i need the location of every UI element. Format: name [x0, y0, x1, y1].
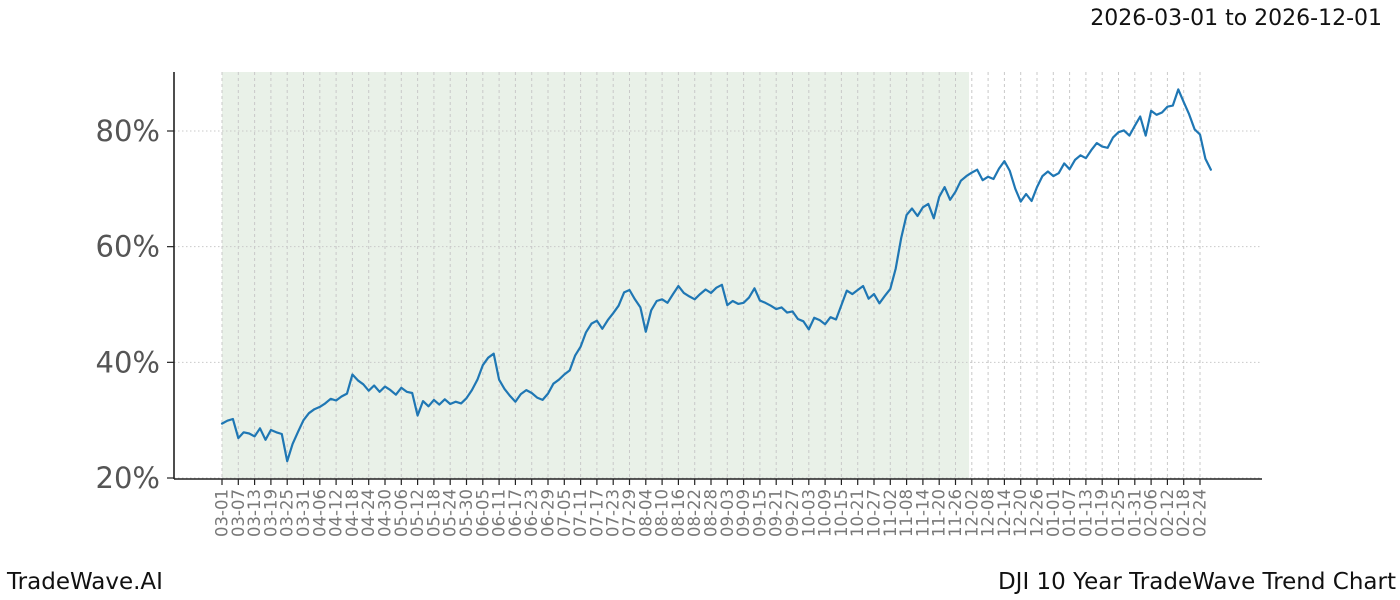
x-tick-label: 03-07 — [229, 489, 248, 537]
y-gridlines — [174, 130, 1262, 479]
x-tick-label: 09-03 — [718, 489, 737, 537]
brand-label: TradeWave.AI — [7, 569, 163, 595]
x-tick-label: 09-21 — [767, 489, 786, 537]
chart-description: DJI 10 Year TradeWave Trend Chart — [997, 569, 1396, 595]
x-tick-label: 09-15 — [750, 489, 769, 537]
x-tick-label: 09-27 — [783, 489, 802, 537]
x-tick-label: 08-10 — [653, 489, 672, 537]
x-tick-label: 01-31 — [1125, 489, 1144, 537]
x-tick-label: 11-02 — [881, 489, 900, 537]
seasonal-shade-region — [222, 72, 970, 479]
y-tick-label: 80% — [96, 114, 160, 148]
x-tick-label: 03-31 — [294, 489, 313, 537]
x-tick-label: 06-29 — [539, 489, 558, 537]
x-tick-label: 08-22 — [685, 489, 704, 537]
x-tick-label: 06-11 — [490, 489, 509, 537]
x-tick-label: 04-24 — [359, 489, 378, 537]
x-tick-label: 10-15 — [832, 489, 851, 537]
x-tick-label: 10-09 — [816, 489, 835, 537]
x-tick-label: 12-20 — [1011, 489, 1030, 537]
x-tick-label: 01-07 — [1060, 489, 1079, 537]
x-tick-label: 12-26 — [1028, 489, 1047, 537]
x-tick-label: 11-26 — [946, 489, 965, 537]
x-tick-label: 05-24 — [441, 489, 460, 537]
trend-line — [220, 88, 1212, 463]
x-tick-label: 03-19 — [261, 489, 280, 537]
x-gridlines — [221, 72, 1201, 479]
y-tick-labels: 20% 40% 60% 80% — [96, 114, 160, 495]
x-tick-label: 03-25 — [278, 489, 297, 537]
x-tick-label: 06-23 — [522, 489, 541, 537]
axis-spines — [173, 72, 1262, 480]
x-tick-label: 04-12 — [327, 489, 346, 537]
x-tick-label: 07-11 — [571, 489, 590, 537]
x-tick-label: 03-01 — [213, 489, 232, 537]
x-tick-label: 01-01 — [1044, 489, 1063, 537]
x-tick-labels: 03-0103-0703-1303-1903-2503-3104-0604-12… — [213, 489, 1210, 537]
x-tick-label: 07-23 — [604, 489, 623, 537]
x-tick-label: 09-09 — [734, 489, 753, 537]
x-tick-label: 10-03 — [799, 489, 818, 537]
x-tick-label: 02-12 — [1158, 489, 1177, 537]
x-tick-label: 05-18 — [424, 489, 443, 537]
x-tick-label: 10-21 — [848, 489, 867, 537]
x-tick-label: 12-02 — [962, 489, 981, 537]
x-tick-label: 12-14 — [995, 489, 1014, 537]
x-tick-label: 07-29 — [620, 489, 639, 537]
x-tick-label: 04-06 — [310, 489, 329, 537]
x-tick-label: 08-04 — [636, 489, 655, 537]
date-range-title: 2026-03-01 to 2026-12-01 — [1090, 6, 1382, 31]
x-tick-label: 11-14 — [913, 489, 932, 537]
x-tick-label: 01-19 — [1093, 489, 1112, 537]
x-tick-label: 05-12 — [408, 489, 427, 537]
x-tick-label: 04-30 — [376, 489, 395, 537]
x-tick-label: 04-18 — [343, 489, 362, 537]
x-tick-label: 08-28 — [702, 489, 721, 537]
x-tick-label: 02-06 — [1142, 489, 1161, 537]
x-tick-label: 02-18 — [1174, 489, 1193, 537]
x-tick-label: 11-20 — [930, 489, 949, 537]
y-tick-marks — [167, 130, 174, 479]
x-tick-label: 07-17 — [587, 489, 606, 537]
x-tick-label: 06-17 — [506, 489, 525, 537]
x-tick-label: 01-25 — [1109, 489, 1128, 537]
x-tick-label: 11-08 — [897, 489, 916, 537]
x-tick-label: 12-08 — [979, 489, 998, 537]
x-tick-marks — [221, 479, 1201, 485]
x-tick-label: 06-05 — [473, 489, 492, 537]
y-tick-label: 20% — [96, 461, 160, 495]
x-tick-label: 01-13 — [1076, 489, 1095, 537]
x-tick-label: 05-06 — [392, 489, 411, 537]
y-tick-label: 40% — [96, 345, 160, 379]
x-tick-label: 02-24 — [1191, 489, 1210, 537]
x-tick-label: 03-13 — [245, 489, 264, 537]
x-tick-label: 05-30 — [457, 489, 476, 537]
x-tick-label: 08-16 — [669, 489, 688, 537]
x-tick-label: 10-27 — [865, 489, 884, 537]
y-tick-label: 60% — [96, 230, 160, 264]
x-tick-label: 07-05 — [555, 489, 574, 537]
